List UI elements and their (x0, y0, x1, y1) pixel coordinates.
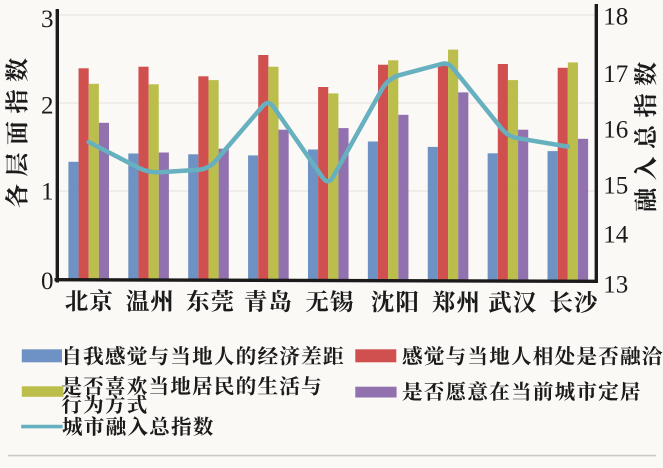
svg-text:1: 1 (41, 178, 54, 205)
svg-text:2: 2 (41, 92, 54, 119)
svg-text:0: 0 (41, 268, 54, 295)
svg-text:3: 3 (41, 6, 54, 33)
svg-text:17: 17 (603, 61, 628, 88)
svg-text:16: 16 (603, 116, 628, 143)
svg-text:15: 15 (603, 173, 628, 200)
svg-text:13: 13 (603, 271, 628, 298)
svg-text:18: 18 (603, 4, 628, 31)
svg-text:14: 14 (603, 221, 629, 248)
